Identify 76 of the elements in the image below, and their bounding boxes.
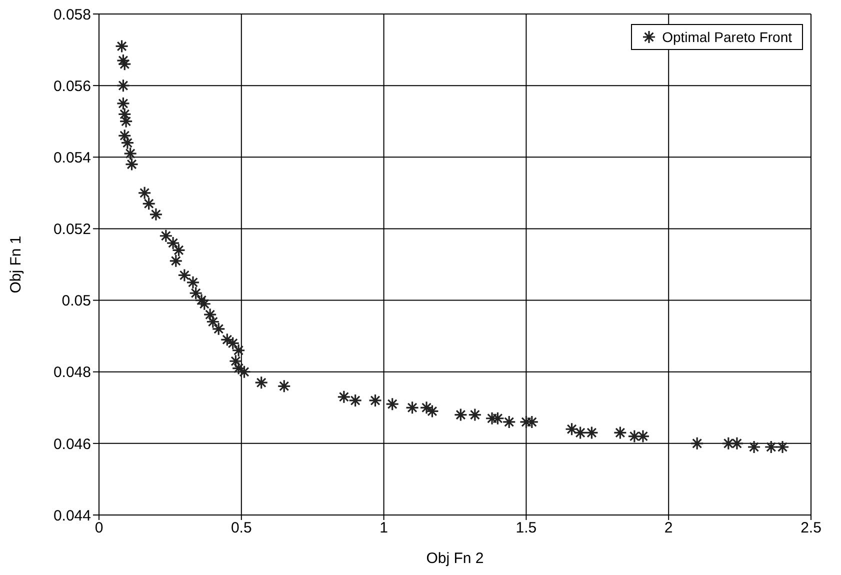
point <box>138 186 152 200</box>
y-tick-label: 0.046 <box>53 436 91 453</box>
point <box>764 440 778 454</box>
point <box>254 376 268 390</box>
point <box>228 354 243 368</box>
point <box>124 158 139 172</box>
point <box>405 400 420 414</box>
point <box>337 390 351 404</box>
point <box>776 440 790 454</box>
point <box>564 422 579 436</box>
point <box>189 286 203 300</box>
point <box>468 408 482 422</box>
point <box>198 297 212 311</box>
point <box>525 415 539 429</box>
y-axis-title: Obj Fn 1 <box>7 236 24 294</box>
point <box>169 254 183 268</box>
point <box>232 344 246 358</box>
point <box>232 361 246 376</box>
y-tick-label: 0.048 <box>53 364 91 382</box>
point <box>119 114 133 128</box>
point <box>120 136 134 150</box>
x-tick-label: 2 <box>664 520 673 537</box>
x-axis-title: Obj Fn 2 <box>426 550 484 567</box>
point <box>730 436 744 450</box>
point <box>226 336 240 350</box>
point <box>220 332 234 346</box>
y-tick-label: 0.05 <box>62 292 91 310</box>
y-tick-label: 0.052 <box>53 221 91 238</box>
point <box>454 408 468 422</box>
point <box>348 394 362 408</box>
point <box>206 314 220 329</box>
y-tick-label: 0.058 <box>53 6 91 24</box>
point <box>584 426 599 440</box>
x-tick-label: 0 <box>94 520 104 537</box>
point <box>203 308 217 322</box>
point <box>237 365 252 379</box>
x-tick-label: 1 <box>380 520 388 537</box>
point <box>159 229 173 243</box>
point <box>142 196 156 210</box>
point <box>124 146 138 160</box>
point <box>368 394 382 408</box>
point <box>386 397 400 411</box>
point <box>186 276 200 290</box>
point <box>519 415 533 429</box>
x-tick-label: 1.5 <box>516 520 537 537</box>
point <box>116 54 130 68</box>
point <box>747 440 761 454</box>
point <box>172 243 186 257</box>
point <box>613 426 627 440</box>
point <box>178 268 192 282</box>
y-tick-label: 0.044 <box>53 507 91 524</box>
point <box>502 415 516 429</box>
point <box>277 379 291 393</box>
point <box>420 400 434 414</box>
point <box>636 429 650 444</box>
point <box>485 412 499 426</box>
point <box>166 236 180 250</box>
point <box>212 322 226 336</box>
point <box>149 208 163 222</box>
point <box>118 57 132 71</box>
point <box>114 39 129 54</box>
point <box>574 426 588 440</box>
y-tick-label: 0.054 <box>53 149 91 166</box>
point <box>194 293 208 308</box>
point <box>116 78 130 92</box>
point <box>118 128 132 142</box>
x-tick-label: 0.5 <box>230 520 252 537</box>
point <box>118 107 132 121</box>
y-tick-label: 0.056 <box>53 78 91 95</box>
point <box>722 436 736 450</box>
point <box>690 436 704 450</box>
point <box>425 404 440 418</box>
point <box>116 96 130 110</box>
point <box>628 429 642 444</box>
legend-label: Optimal Pareto Front <box>662 29 792 45</box>
x-tick-label: 2.5 <box>800 520 822 537</box>
